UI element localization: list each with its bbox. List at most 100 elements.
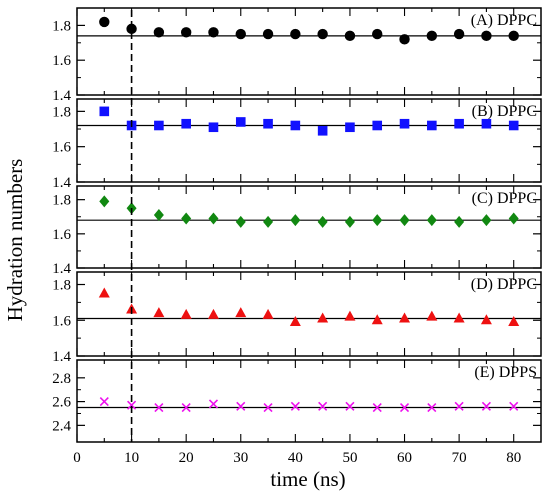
panel-3-point — [426, 214, 437, 227]
panel-5-point — [208, 399, 219, 409]
panel-5-y-tick-label: 2.6 — [52, 395, 71, 411]
panel-1-point — [262, 28, 274, 40]
panel-2-point — [208, 122, 219, 133]
panel-4-point — [180, 308, 192, 319]
panel-1-label: (A) DPPC — [471, 12, 537, 29]
x-tick-label: 80 — [506, 450, 521, 466]
panel-5-point — [181, 402, 191, 413]
panel-1-point — [208, 27, 219, 38]
panel-1-point — [99, 16, 110, 28]
panel-5-point — [454, 401, 464, 411]
panel-5-point — [263, 402, 273, 413]
panel-4-label: (D) DPPC — [471, 276, 537, 293]
panel-5-point — [399, 402, 410, 413]
panel-1-point — [235, 28, 246, 40]
x-axis-title: time (ns) — [270, 467, 345, 491]
panel-5-point — [427, 402, 437, 413]
x-tick-label: 0 — [73, 450, 81, 466]
panel-5-y-tick-label: 2.4 — [52, 418, 71, 434]
panel-5-point — [236, 401, 246, 411]
panel-1-y-tick-label: 1.6 — [52, 53, 71, 69]
panel-1-frame — [76, 7, 542, 96]
panel-3-point — [508, 212, 519, 225]
panel-3-frame — [76, 185, 542, 269]
panel-4-point — [508, 316, 520, 327]
panel-3-point — [454, 215, 465, 228]
panel-1-point — [126, 23, 137, 35]
panel-3-point — [372, 214, 383, 227]
panel-2-point — [454, 118, 464, 129]
panel-3-point — [263, 215, 274, 228]
panel-4-point — [207, 308, 219, 319]
panel-1-point — [317, 28, 328, 40]
panel-2-point — [399, 118, 410, 129]
panel-2-point — [508, 120, 519, 131]
panel-4-y-tick-label: 1.4 — [52, 349, 71, 365]
panel-2-point — [99, 106, 110, 117]
panel-5-y-tick-label: 2.8 — [52, 371, 71, 387]
panel-5-point — [481, 401, 491, 411]
panel-2-point — [290, 120, 301, 131]
panel-4-frame — [76, 271, 542, 357]
panel-5-label: (E) DPPS — [474, 364, 537, 381]
panel-2-point — [154, 120, 164, 131]
panel-4-point — [289, 316, 301, 327]
panel-3-y-tick-label: 1.8 — [52, 193, 71, 209]
panel-3-label: (C) DPPC — [472, 190, 537, 207]
panel-5-point — [290, 401, 300, 411]
x-tick-label: 10 — [124, 450, 139, 466]
panel-1-point — [372, 28, 383, 40]
panel-5-point — [509, 401, 519, 411]
panel-1-point — [153, 27, 165, 38]
panel-2-y-tick-label: 1.6 — [52, 140, 71, 156]
panel-5-point — [127, 400, 137, 410]
panel-5-point — [318, 401, 328, 411]
x-tick-label: 30 — [233, 450, 248, 466]
panel-3-point — [399, 214, 410, 227]
panel-3-point — [481, 214, 492, 227]
panel-1-point — [481, 30, 492, 42]
panel-5-frame — [76, 359, 542, 443]
panel-1-point — [399, 34, 410, 45]
x-tick-label: 50 — [342, 450, 357, 466]
panel-3-point — [290, 214, 301, 227]
panel-3-point — [99, 195, 110, 208]
panel-2-y-tick-label: 1.4 — [52, 175, 71, 191]
panel-1-point — [290, 28, 301, 40]
panel-4-point — [371, 314, 383, 325]
panel-5-point — [154, 402, 164, 413]
panel-2-point — [481, 118, 492, 129]
panel-4-y-tick-label: 1.8 — [52, 278, 71, 294]
panel-4-point — [399, 312, 411, 323]
panel-4-y-tick-label: 1.6 — [52, 313, 71, 329]
x-tick-label: 60 — [397, 450, 412, 466]
panel-5-point — [372, 402, 382, 413]
panel-2-point — [235, 117, 246, 127]
panel-1-point — [508, 30, 519, 42]
panel-1-point — [426, 30, 438, 42]
panel-1-point — [344, 30, 356, 42]
panel-3-point — [153, 209, 164, 222]
panel-1-point — [453, 28, 465, 40]
panel-2-point — [427, 120, 437, 131]
panel-2-y-tick-label: 1.8 — [52, 104, 71, 120]
panel-4-point — [344, 310, 356, 321]
panel-1-point — [180, 27, 192, 38]
panel-4-point — [153, 307, 165, 318]
plot-area: 1.4 1.6 1.8 (A) DPPC 1.4 1.6 1.8 (B) DPPC 1.4 1.6… — [52, 7, 542, 466]
panel-5-point — [99, 397, 109, 407]
panel-2-point — [263, 118, 273, 129]
panel-3-y-tick-label: 1.4 — [52, 261, 71, 277]
panel-4-point — [453, 312, 465, 323]
panel-4-point — [262, 308, 274, 319]
panel-2-point — [372, 120, 383, 131]
panel-3-y-tick-label: 1.6 — [52, 227, 71, 243]
panel-3-point — [208, 212, 219, 225]
panel-1-y-tick-label: 1.4 — [52, 88, 71, 104]
panel-2-point — [345, 122, 355, 133]
panel-4-point — [426, 310, 438, 321]
y-axis-title: Hydration numbers — [3, 159, 27, 322]
panel-2-label: (B) DPPC — [472, 103, 537, 120]
panel-3-point — [317, 215, 328, 228]
